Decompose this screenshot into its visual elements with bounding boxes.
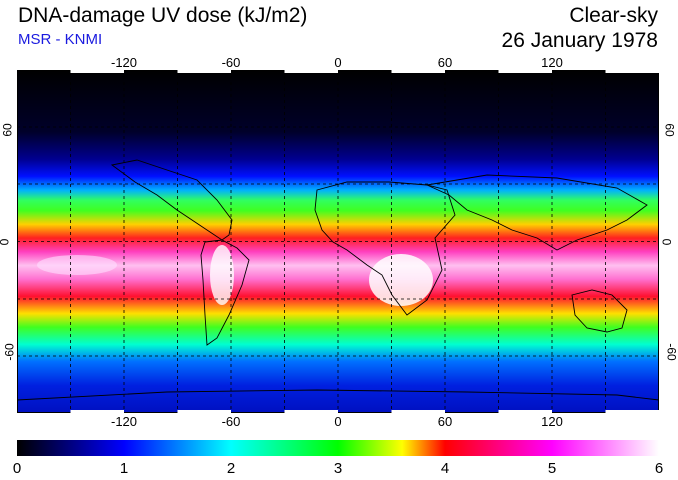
lat-tick-left: 60 — [0, 123, 15, 137]
lat-tick-right: 60 — [662, 123, 677, 137]
lat-tick-right: 0 — [659, 238, 674, 246]
colorbar-gradient — [17, 440, 659, 456]
colorbar-label: 5 — [547, 460, 557, 477]
lon-tick-bottom: 60 — [437, 414, 453, 429]
lon-tick-bottom: 0 — [334, 414, 342, 429]
andes-hotspot — [210, 245, 234, 305]
lon-tick-bottom: -60 — [221, 414, 241, 429]
lon-tick-top: 120 — [541, 55, 563, 70]
uv-dose-map-svg — [17, 70, 659, 413]
map-title: DNA-damage UV dose (kJ/m2) — [18, 4, 308, 27]
colorbar-label: 3 — [333, 460, 343, 477]
colorbar-label: 1 — [119, 460, 129, 477]
lat-tick-left: 0 — [0, 239, 11, 246]
pacific-hotspot — [37, 255, 117, 275]
lon-tick-bottom: -120 — [110, 414, 138, 429]
lon-tick-bottom: 120 — [541, 414, 563, 429]
lon-tick-top: -120 — [110, 55, 138, 70]
graticule — [17, 70, 659, 413]
colorbar-label: 2 — [226, 460, 236, 477]
lon-tick-top: 60 — [437, 55, 453, 70]
lon-tick-top: 0 — [334, 55, 342, 70]
frame-ticks — [70, 70, 659, 413]
lat-tick-right: -60 — [664, 343, 678, 361]
lon-tick-top: -60 — [221, 55, 241, 70]
coastlines — [17, 159, 659, 401]
colorbar-label: 6 — [654, 460, 664, 477]
lat-tick-left: -60 — [2, 343, 17, 361]
date-label: 26 January 1978 — [501, 29, 658, 52]
source-label: MSR - KNMI — [18, 31, 103, 48]
colorbar-label: 4 — [440, 460, 450, 477]
sky-condition-label: Clear-sky — [569, 4, 658, 27]
colorbar-label: 0 — [12, 460, 22, 477]
colorbar — [17, 440, 659, 456]
africa-hotspot — [369, 254, 433, 306]
uv-dose-map — [17, 70, 659, 413]
